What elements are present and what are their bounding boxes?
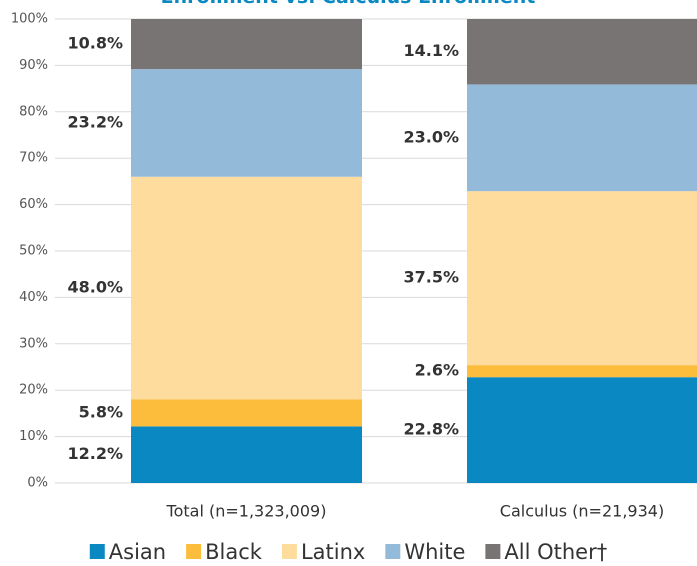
- bar-segment: [131, 176, 362, 400]
- y-tick-label: 100%: [11, 12, 48, 27]
- bar-segment: [467, 19, 697, 85]
- y-tick-label: 90%: [19, 58, 48, 73]
- bar-segment: [467, 84, 697, 192]
- y-tick-label: 50%: [19, 244, 48, 259]
- chart-title: Enrollment vs. Calculus Enrollment: [161, 0, 536, 8]
- legend-label: Asian: [109, 540, 166, 564]
- x-tick-label: Total (n=1,323,009): [166, 502, 327, 521]
- bar-segment: [131, 69, 362, 177]
- legend-label: All Other†: [504, 540, 607, 564]
- legend-swatch: [281, 544, 297, 559]
- y-tick-label: 70%: [19, 151, 48, 166]
- data-label: 37.5%: [403, 268, 459, 287]
- legend-swatch: [89, 544, 105, 559]
- y-tick-label: 60%: [19, 197, 48, 212]
- y-tick-label: 40%: [19, 290, 48, 305]
- x-tick-label: Calculus (n=21,934): [500, 502, 664, 521]
- bar-segment: [131, 399, 362, 427]
- data-label: 23.2%: [67, 112, 123, 131]
- data-label: 5.8%: [79, 402, 123, 421]
- data-label: 2.6%: [415, 361, 459, 380]
- legend-label: Latinx: [301, 540, 365, 564]
- data-label: 14.1%: [403, 41, 459, 60]
- data-label: 48.0%: [67, 278, 123, 297]
- data-label: 22.8%: [403, 420, 459, 439]
- legend-label: Black: [205, 540, 263, 564]
- bar-segment: [131, 19, 362, 70]
- data-label: 10.8%: [67, 34, 123, 53]
- bar-segment: [467, 377, 697, 483]
- data-label: 12.2%: [67, 444, 123, 463]
- data-label: 23.0%: [403, 127, 459, 146]
- legend-swatch: [186, 544, 202, 559]
- bar-segment: [467, 191, 697, 366]
- bar-segment: [131, 426, 362, 483]
- y-tick-label: 30%: [19, 336, 48, 351]
- legend-swatch: [485, 544, 501, 559]
- legend-swatch: [385, 544, 401, 559]
- bar-segment: [467, 365, 697, 378]
- y-tick-label: 10%: [19, 429, 48, 444]
- legend-label: White: [404, 540, 465, 564]
- y-tick-label: 20%: [19, 383, 48, 398]
- y-tick-label: 0%: [27, 476, 48, 491]
- y-tick-label: 80%: [19, 104, 48, 119]
